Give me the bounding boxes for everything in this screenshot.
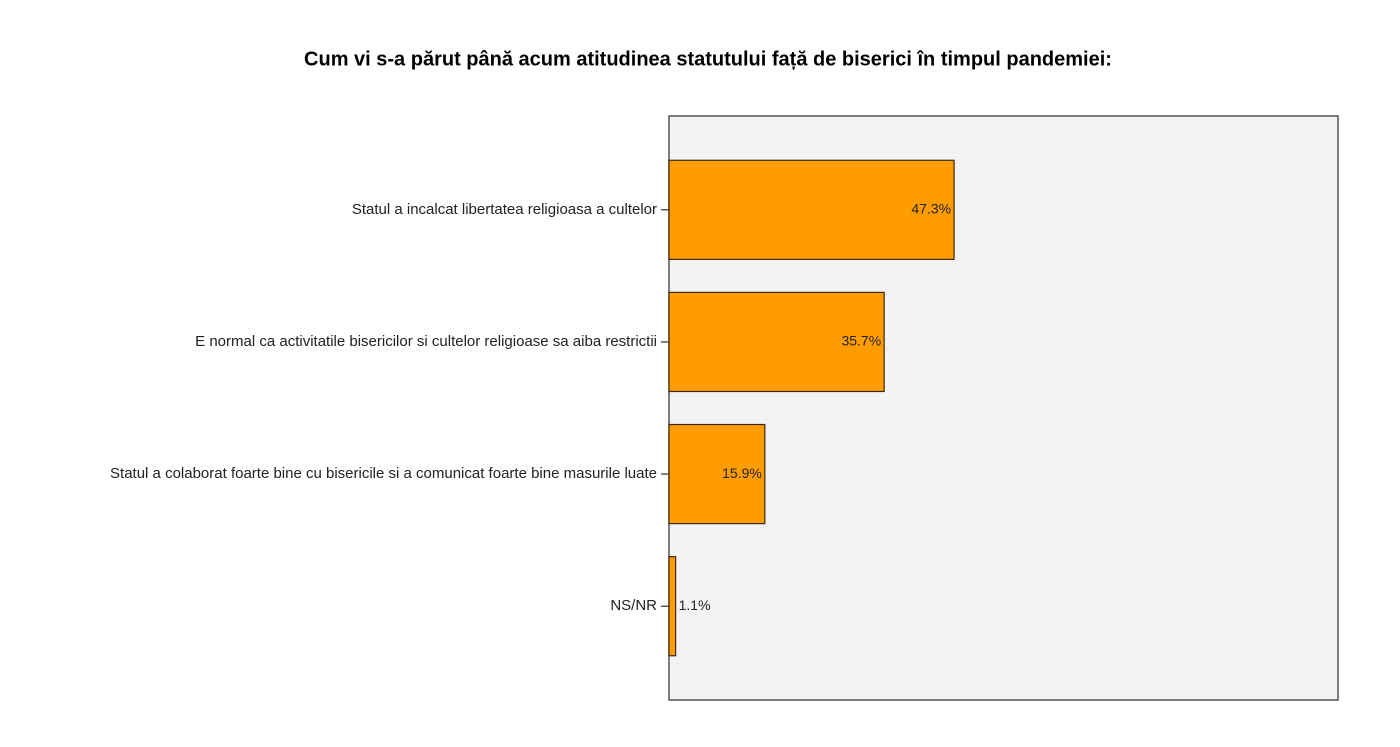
y-tick-label: Statul a colaborat foarte bine cu biseri…	[110, 465, 657, 482]
bar	[668, 556, 677, 657]
value-label: 15.9%	[722, 465, 762, 481]
bar	[668, 423, 766, 525]
value-label: 1.1%	[679, 597, 711, 613]
y-tick-label: E normal ca activitatile bisericilor si …	[195, 333, 657, 350]
value-label: 47.3%	[911, 201, 951, 217]
y-tick-label: Statul a incalcat libertatea religioasa …	[352, 201, 657, 218]
bar	[668, 291, 885, 393]
bar	[668, 159, 955, 260]
chart-title: Cum vi s-a părut până acum atitudinea st…	[304, 48, 1112, 70]
value-label: 35.7%	[841, 333, 881, 349]
y-tick-label: NS/NR	[610, 597, 657, 614]
